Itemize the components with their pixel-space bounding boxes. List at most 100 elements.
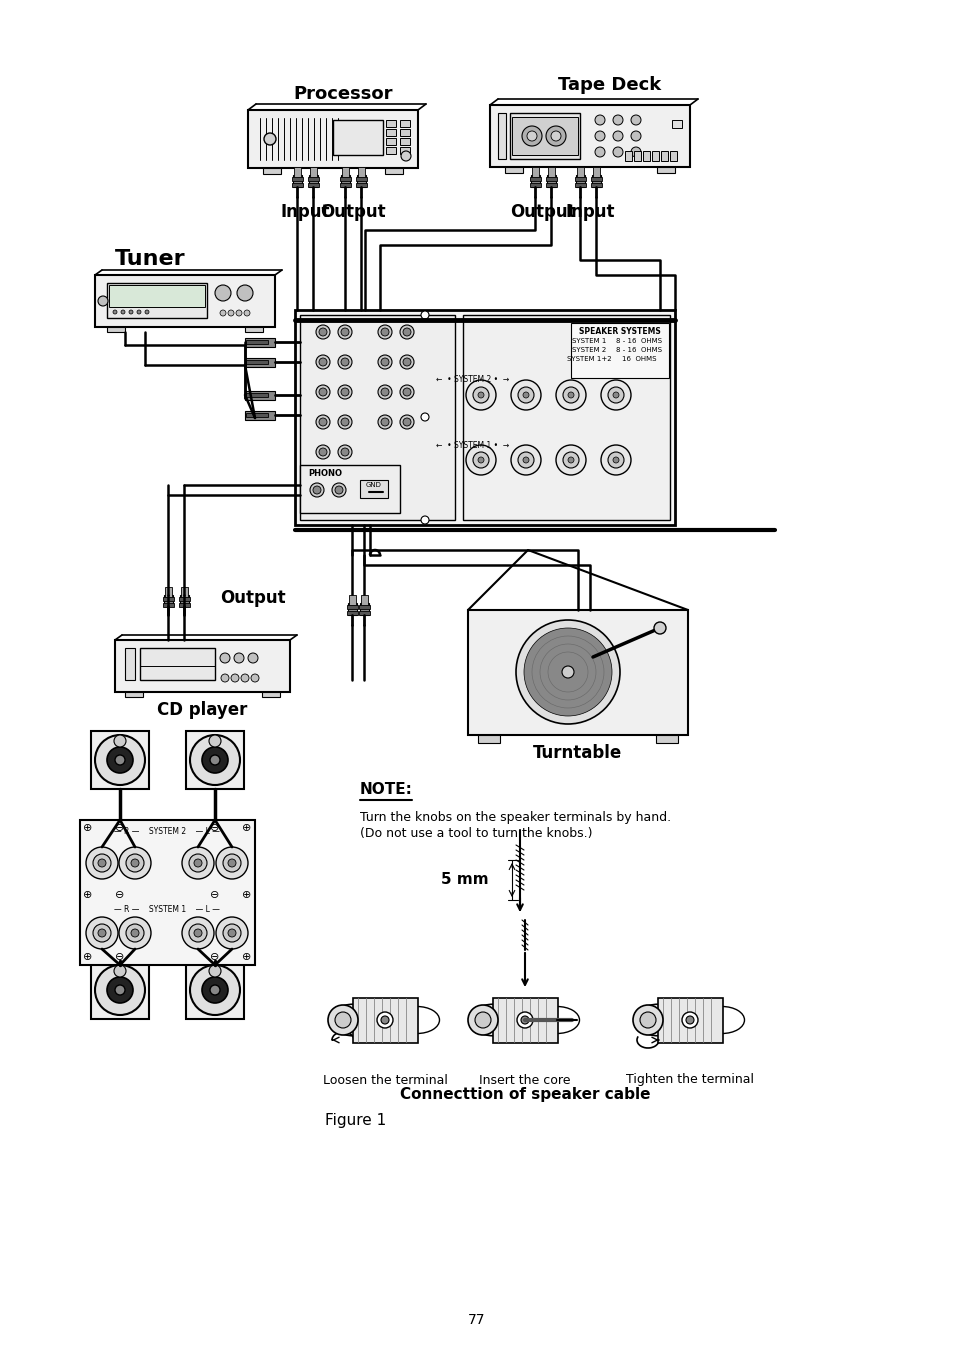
Bar [357,168,365,177]
Circle shape [532,636,603,708]
Bar [340,176,350,186]
Text: GND: GND [366,482,381,488]
Circle shape [145,309,149,313]
Bar [245,358,275,367]
Circle shape [377,355,392,369]
Text: 8 - 16  OHMS: 8 - 16 OHMS [616,347,661,353]
Bar [245,327,263,332]
Bar [575,182,585,186]
Text: Turntable: Turntable [533,744,622,762]
Circle shape [681,1012,698,1028]
Circle shape [215,917,248,948]
Bar [386,147,395,154]
Bar [107,327,125,332]
Bar [490,105,689,168]
Bar [399,128,410,136]
Circle shape [220,653,230,663]
Bar [399,138,410,145]
Bar [347,605,357,609]
Circle shape [613,115,622,126]
Bar [308,182,318,186]
Circle shape [223,854,241,871]
Bar [356,176,366,186]
Circle shape [517,453,534,467]
Bar [310,168,316,177]
Bar [656,735,678,743]
Circle shape [315,326,330,339]
Text: Tuner: Tuner [115,249,186,269]
Circle shape [595,131,604,141]
Circle shape [121,309,125,313]
Circle shape [380,1016,389,1024]
Circle shape [182,847,213,880]
Text: ⊕: ⊕ [83,823,92,834]
Bar [292,177,303,181]
Circle shape [399,385,414,399]
Text: Turn the knobs on the speaker terminals by hand.: Turn the knobs on the speaker terminals … [359,812,670,824]
Bar [163,603,173,607]
Bar [385,168,402,174]
Circle shape [209,965,221,977]
Bar [245,411,275,420]
Bar [140,648,214,680]
Circle shape [475,1012,491,1028]
Circle shape [562,386,578,403]
Bar [590,182,601,186]
Text: 5 mm: 5 mm [440,873,488,888]
Bar [642,151,649,161]
Circle shape [335,1012,351,1028]
Text: Output: Output [320,203,385,222]
Bar [347,611,357,615]
Circle shape [119,917,151,948]
Circle shape [340,388,349,396]
Circle shape [380,417,389,426]
Circle shape [193,929,202,938]
Text: Connecttion of speaker cable: Connecttion of speaker cable [399,1088,650,1102]
Circle shape [98,859,106,867]
Circle shape [315,444,330,459]
Circle shape [556,444,585,476]
Text: CD player: CD player [156,701,247,719]
Circle shape [318,417,327,426]
Circle shape [420,516,429,524]
Circle shape [337,415,352,430]
Bar [163,597,173,601]
Text: — R —    SYSTEM 1    — L —: — R — SYSTEM 1 — L — [114,905,220,915]
Bar [504,168,522,173]
Text: Loosen the terminal: Loosen the terminal [322,1074,447,1086]
Circle shape [477,457,483,463]
Bar [165,586,172,597]
Bar [531,176,539,186]
Circle shape [473,386,489,403]
Bar [592,176,600,186]
Circle shape [264,132,275,145]
Circle shape [228,859,235,867]
Circle shape [517,386,534,403]
Bar [669,151,677,161]
Text: Figure 1: Figure 1 [325,1112,386,1128]
Circle shape [328,1005,357,1035]
Bar [262,692,280,697]
Circle shape [376,1012,393,1028]
Text: ⊕: ⊕ [83,952,92,962]
Circle shape [516,620,619,724]
Circle shape [214,285,231,301]
Circle shape [340,417,349,426]
Bar [246,393,268,397]
Bar [246,359,268,363]
Text: ⊖: ⊖ [115,952,125,962]
Text: SPEAKER SYSTEMS: SPEAKER SYSTEMS [578,327,660,335]
Bar [658,998,722,1043]
Text: — R —    SYSTEM 2    — L —: — R — SYSTEM 2 — L — [114,828,220,836]
Circle shape [233,653,244,663]
Text: ⊕: ⊕ [242,890,252,900]
Bar [246,340,268,345]
Circle shape [520,1016,529,1024]
Text: PHONO: PHONO [308,469,341,477]
Bar [95,276,274,327]
Circle shape [95,965,145,1015]
Bar [660,151,667,161]
Bar [399,147,410,154]
Bar [510,113,579,159]
Circle shape [511,380,540,409]
